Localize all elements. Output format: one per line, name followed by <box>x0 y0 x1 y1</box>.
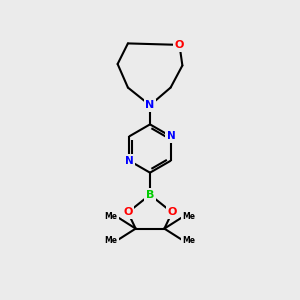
Text: B: B <box>146 190 154 200</box>
Text: Me: Me <box>182 212 195 221</box>
Text: O: O <box>123 207 133 218</box>
Text: Me: Me <box>105 212 118 221</box>
Text: Me: Me <box>182 236 195 245</box>
Text: N: N <box>146 100 154 110</box>
Text: Me: Me <box>105 236 118 245</box>
Text: O: O <box>167 207 177 218</box>
Text: N: N <box>167 131 175 142</box>
Text: N: N <box>125 156 134 166</box>
Text: O: O <box>175 40 184 50</box>
